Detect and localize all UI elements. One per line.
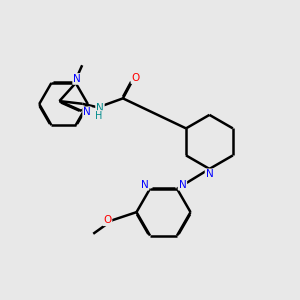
- Text: N: N: [83, 107, 91, 117]
- Text: O: O: [131, 73, 140, 83]
- Text: H: H: [95, 111, 102, 121]
- Text: N: N: [96, 103, 104, 113]
- Text: N: N: [206, 169, 213, 179]
- Text: N: N: [178, 180, 186, 190]
- Text: N: N: [141, 180, 148, 190]
- Text: N: N: [73, 74, 81, 84]
- Text: O: O: [103, 215, 111, 225]
